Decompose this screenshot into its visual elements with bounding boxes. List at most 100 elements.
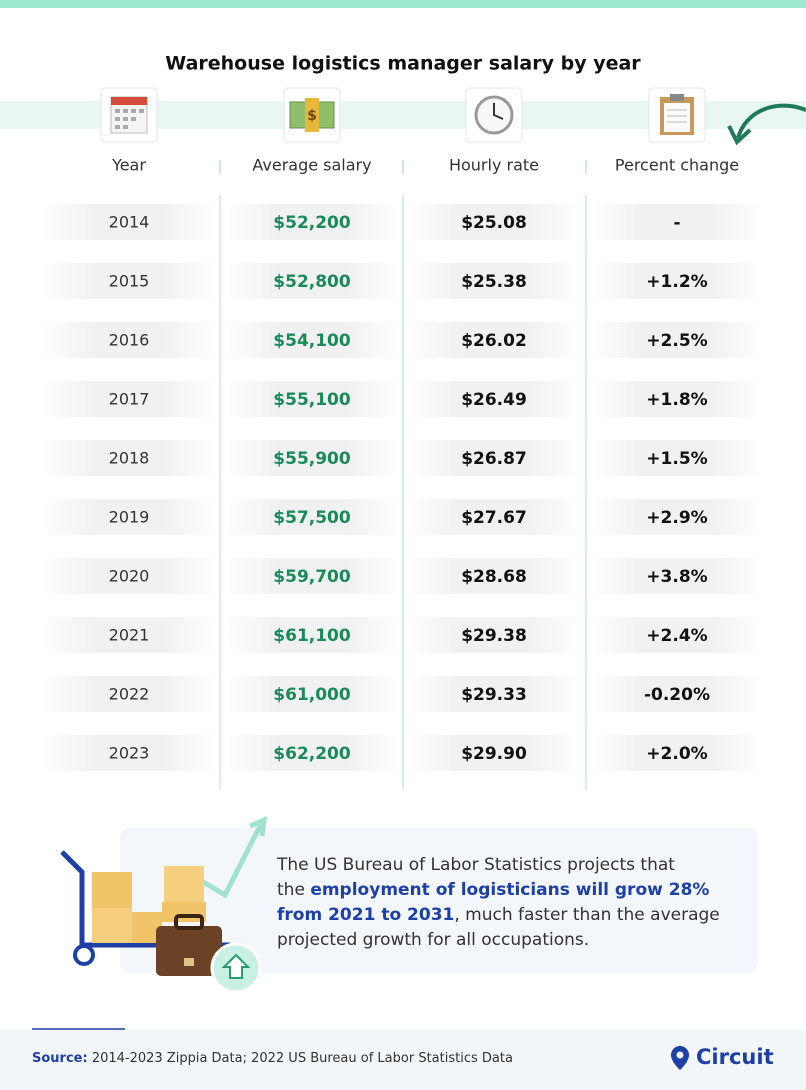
source: Source: 2014-2023 Zippia Data; 2022 US B… bbox=[32, 1051, 513, 1066]
average-salary: $55,100 bbox=[273, 390, 351, 410]
clipboard-icon bbox=[648, 87, 706, 143]
clock-icon bbox=[465, 87, 523, 143]
cell-background bbox=[587, 263, 767, 299]
cell-background bbox=[39, 204, 219, 240]
note-emphasis: from 2021 to 2031 bbox=[277, 905, 454, 925]
note-line: from 2021 to 2031, much faster than the … bbox=[277, 905, 720, 925]
note-text: projected growth for all occupations. bbox=[277, 930, 589, 950]
cell-background bbox=[39, 499, 219, 535]
year: 2016 bbox=[109, 331, 150, 350]
percent-change: +1.5% bbox=[646, 449, 707, 469]
cell-background bbox=[404, 676, 584, 712]
note-text: The US Bureau of Labor Statistics projec… bbox=[276, 855, 675, 875]
money-icon: $ bbox=[283, 87, 341, 143]
cell-background bbox=[39, 558, 219, 594]
cell-background bbox=[222, 499, 402, 535]
hourly-rate: $26.49 bbox=[461, 390, 527, 410]
table: Year Average salary Hourly rate Percent cha… bbox=[39, 156, 767, 790]
hourly-rate: $29.38 bbox=[461, 626, 527, 646]
cell-background bbox=[404, 440, 584, 476]
column-header: Hourly rate bbox=[449, 156, 539, 175]
hourly-rate: $28.68 bbox=[461, 567, 527, 587]
note-box bbox=[120, 828, 758, 973]
cell-background bbox=[39, 263, 219, 299]
column-header: Percent change bbox=[615, 156, 739, 175]
average-salary: $59,700 bbox=[273, 567, 351, 587]
arrow bbox=[736, 103, 806, 139]
average-salary: $52,800 bbox=[273, 272, 351, 292]
year: 2021 bbox=[109, 626, 150, 645]
title: Warehouse logistics manager salary by ye… bbox=[165, 53, 641, 75]
year: 2015 bbox=[109, 272, 150, 291]
year: 2020 bbox=[109, 567, 150, 586]
source-label: Source: bbox=[32, 1051, 88, 1066]
cell-background bbox=[39, 440, 219, 476]
cell-background bbox=[222, 676, 402, 712]
note-line: projected growth for all occupations. bbox=[277, 930, 589, 950]
percent-change: +2.0% bbox=[646, 744, 707, 764]
average-salary: $61,100 bbox=[273, 626, 351, 646]
cell-background bbox=[404, 558, 584, 594]
average-salary: $62,200 bbox=[273, 744, 351, 764]
cell-background bbox=[39, 676, 219, 712]
year: 2023 bbox=[109, 744, 150, 763]
cell-background bbox=[587, 381, 767, 417]
note-line: The US Bureau of Labor Statistics projec… bbox=[276, 855, 675, 875]
calendar-icon bbox=[100, 87, 158, 143]
average-salary: $54,100 bbox=[273, 331, 351, 351]
cell-background bbox=[404, 263, 584, 299]
cell-background bbox=[587, 499, 767, 535]
logo-pin-hole bbox=[676, 1051, 684, 1059]
cell-background bbox=[587, 440, 767, 476]
cell-background bbox=[587, 676, 767, 712]
cell-background bbox=[587, 204, 767, 240]
year: 2014 bbox=[109, 213, 150, 232]
percent-change: - bbox=[673, 213, 680, 233]
percent-change: +2.5% bbox=[646, 331, 707, 351]
percent-change: +2.9% bbox=[646, 508, 707, 528]
hourly-rate: $27.67 bbox=[461, 508, 527, 528]
footer bbox=[0, 1030, 806, 1090]
cell-background bbox=[587, 322, 767, 358]
logo: Circuit bbox=[696, 1045, 774, 1069]
percent-change: -0.20% bbox=[644, 685, 710, 705]
year: 2019 bbox=[109, 508, 150, 527]
cell-background bbox=[587, 558, 767, 594]
cell-background bbox=[222, 263, 402, 299]
cell-background bbox=[587, 617, 767, 653]
cell-background bbox=[587, 735, 767, 771]
cell-background bbox=[404, 381, 584, 417]
hourly-rate: $26.02 bbox=[461, 331, 527, 351]
cell-background bbox=[404, 735, 584, 771]
source-text: 2014-2023 Zippia Data; 2022 US Bureau of… bbox=[88, 1051, 513, 1066]
cell-background bbox=[222, 322, 402, 358]
cell-background bbox=[404, 617, 584, 653]
illustration bbox=[60, 815, 268, 994]
cell-background bbox=[39, 735, 219, 771]
hourly-rate: $25.08 bbox=[461, 213, 527, 233]
year: 2022 bbox=[109, 685, 150, 704]
note-emphasis: employment of logisticians will grow 28% bbox=[310, 880, 709, 900]
average-salary: $57,500 bbox=[273, 508, 351, 528]
column-header: Year bbox=[111, 156, 146, 175]
note-text: , much faster than the average bbox=[454, 905, 719, 925]
percent-change: +3.8% bbox=[646, 567, 707, 587]
hourly-rate: $29.90 bbox=[461, 744, 527, 764]
year: 2018 bbox=[109, 449, 150, 468]
cell-background bbox=[222, 440, 402, 476]
svg-text:$: $ bbox=[307, 108, 317, 124]
percent-change: +1.2% bbox=[646, 272, 707, 292]
percent-change: +2.4% bbox=[646, 626, 707, 646]
note-line: the employment of logisticians will grow… bbox=[277, 880, 709, 900]
average-salary: $61,000 bbox=[273, 685, 351, 705]
cell-background bbox=[222, 381, 402, 417]
column-header: Average salary bbox=[252, 156, 371, 175]
average-salary: $55,900 bbox=[273, 449, 351, 469]
hourly-rate: $25.38 bbox=[461, 272, 527, 292]
cell-background bbox=[222, 617, 402, 653]
cell-background bbox=[222, 204, 402, 240]
hourly-rate: $26.87 bbox=[461, 449, 527, 469]
cell-background bbox=[404, 204, 584, 240]
year: 2017 bbox=[109, 390, 150, 409]
